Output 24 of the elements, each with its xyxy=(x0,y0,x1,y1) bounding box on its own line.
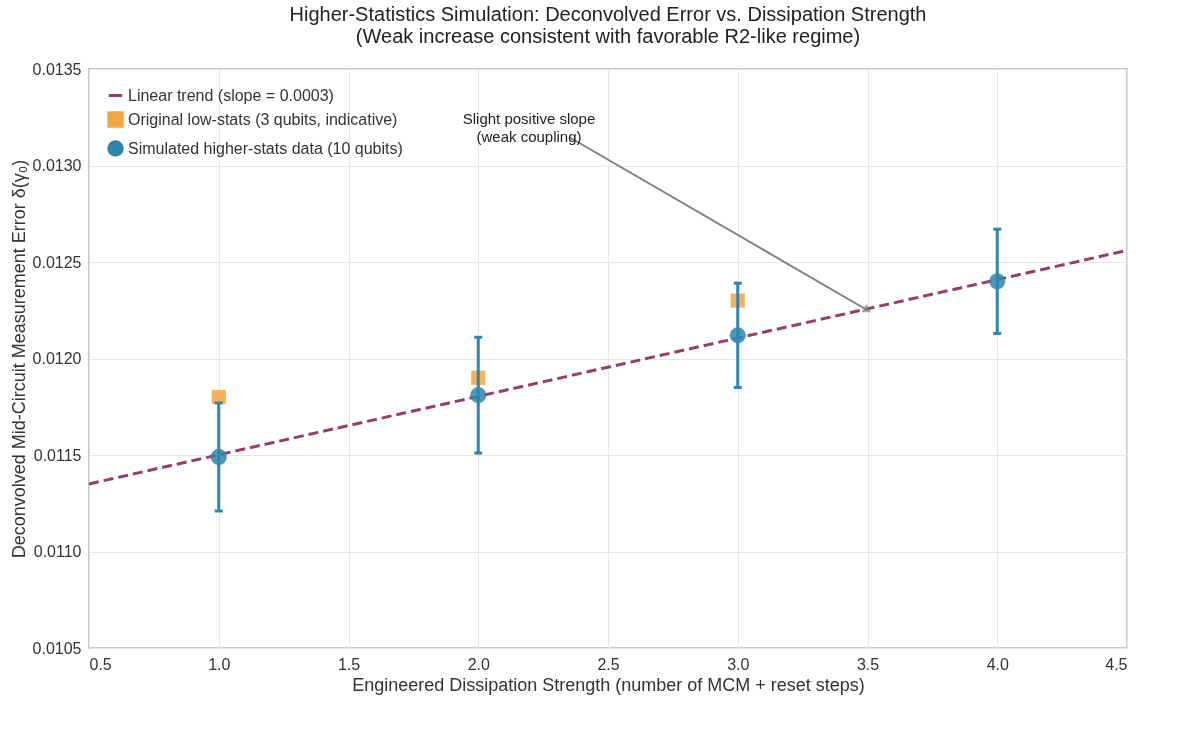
chart-subtitle: (Weak increase consistent with favorable R2-like regime) xyxy=(355,25,861,47)
x-tick-label: 4.5 xyxy=(1105,655,1128,673)
x-tick-label: 3.0 xyxy=(727,655,750,673)
y-tick-label: 0.0110 xyxy=(33,543,82,560)
legend-label: Linear trend (slope = 0.0003) xyxy=(128,86,334,104)
x-tick-label: 1.5 xyxy=(337,655,361,673)
x-tick-label: 2.0 xyxy=(467,655,490,673)
y-tick-label: 0.0135 xyxy=(32,60,82,78)
x-axis-title: Engineered Dissipation Strength (number of MCM + reset steps) xyxy=(352,674,865,695)
x-tick-label: 4.0 xyxy=(986,655,1009,673)
y-tick-label: 0.0115 xyxy=(33,446,82,464)
x-tick-label: 2.5 xyxy=(597,655,620,673)
y-tick-label: 0.0130 xyxy=(32,157,82,174)
y-tick-label: 0.0105 xyxy=(32,639,82,657)
annotation: Slight positive slope (weak coupling) xyxy=(462,110,596,145)
chart-title: Higher-Statistics Simulation: Deconvolved Error vs. Dissipation Strength xyxy=(289,3,927,25)
y-tick-label: 0.0125 xyxy=(32,253,82,271)
legend-label: Simulated higher-stats data (10 qubits) xyxy=(128,139,403,157)
y-axis-title: Deconvolved Mid-Circuit Measurement Error δ(γ₀) xyxy=(8,159,29,559)
x-tick-label: 0.5 xyxy=(89,655,112,673)
legend-label: Original low-stats (3 qubits, indicative) xyxy=(128,110,398,128)
x-tick-label: 1.0 xyxy=(208,655,231,673)
y-tick-label: 0.0120 xyxy=(32,350,82,367)
x-tick-label: 3.5 xyxy=(856,655,880,673)
